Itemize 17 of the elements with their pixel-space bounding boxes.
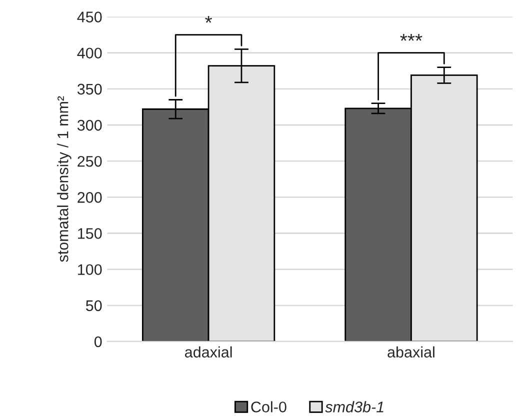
y-tick-label: 150 bbox=[78, 228, 102, 239]
x-tick-label: abaxial bbox=[388, 346, 434, 358]
y-tick-label: 50 bbox=[86, 300, 102, 312]
x-tick-label: adaxial bbox=[184, 346, 232, 358]
y-axis-title: stomatal density / 1 mm² bbox=[57, 96, 72, 262]
y-tick-label: 400 bbox=[77, 48, 102, 59]
y-tick-label: 350 bbox=[77, 84, 102, 95]
y-tick-label: 300 bbox=[77, 120, 102, 131]
annotation: *** bbox=[400, 34, 422, 41]
y-tick-label: 200 bbox=[78, 192, 102, 203]
y-tick-label: 100 bbox=[78, 264, 102, 276]
legend-label: Col-0 bbox=[251, 401, 286, 412]
legend-label: smd3b-1 bbox=[325, 401, 384, 412]
annotation: * bbox=[205, 16, 212, 23]
y-tick-label: 250 bbox=[78, 156, 102, 167]
y-tick-label: 450 bbox=[77, 12, 102, 22]
y-tick-label: 0 bbox=[94, 336, 102, 348]
